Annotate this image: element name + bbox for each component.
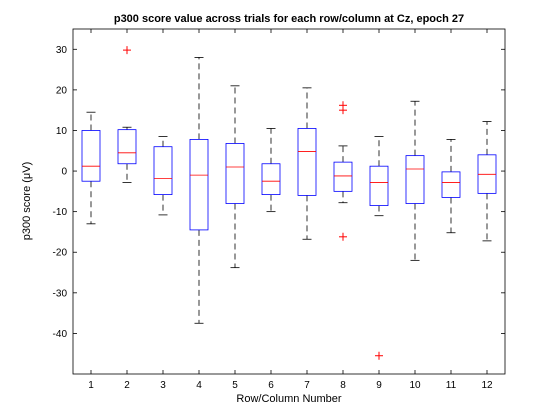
y-tick-label: 30 [56,45,68,56]
box [369,165,389,206]
x-tick-label: 8 [340,380,346,391]
box [189,138,209,231]
y-tick-label: -40 [53,329,68,340]
y-tick-label: 10 [56,126,68,137]
x-tick-label: 3 [160,380,166,391]
y-tick-label: -20 [53,248,68,259]
box [117,129,137,165]
axes-frame [72,28,506,375]
box [441,171,461,198]
box [333,161,353,192]
x-tick-label: 2 [124,380,130,391]
x-tick-label: 10 [409,380,421,391]
box [261,163,281,196]
chart-title: p300 score value across trials for each … [114,13,464,25]
y-tick-label: -10 [53,207,68,218]
x-tick-label: 7 [304,380,310,391]
y-tick-label: -30 [53,288,68,299]
x-tick-label: 11 [446,380,457,391]
x-tick-label: 5 [232,380,238,391]
y-tick-label: 0 [61,167,67,178]
box [153,146,173,196]
box [405,155,425,204]
x-axis-label: Row/Column Number [236,393,341,405]
y-axis-label: p300 score (μV) [21,162,33,240]
y-tick-label: 20 [56,85,68,96]
x-tick-label: 9 [376,380,382,391]
x-tick-label: 6 [268,380,274,391]
x-tick-label: 12 [481,380,493,391]
box [297,128,317,196]
x-tick-label: 4 [196,380,202,391]
x-tick-label: 1 [88,380,94,391]
box [81,130,101,182]
box [225,143,245,204]
